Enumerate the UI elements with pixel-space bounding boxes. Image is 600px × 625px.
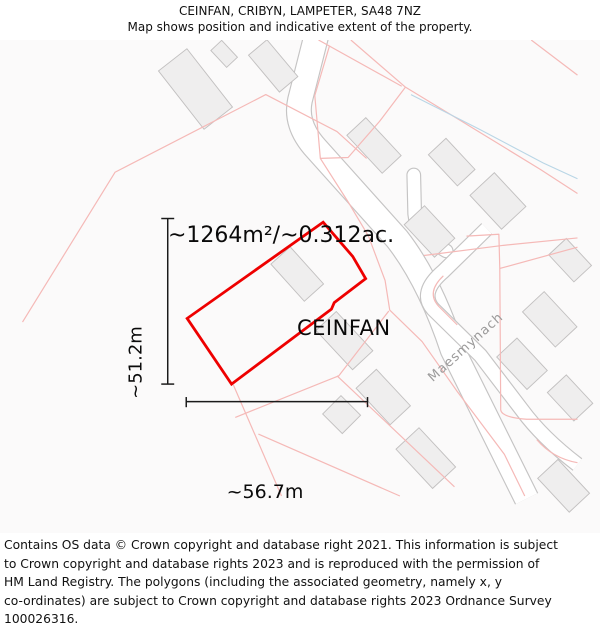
building — [346, 117, 402, 174]
width-label: ~56.7m — [226, 481, 304, 503]
building — [427, 137, 476, 187]
map-canvas — [0, 40, 600, 533]
building — [469, 172, 527, 230]
page-title: CEINFAN, CRIBYN, LAMPETER, SA48 7NZ — [178, 4, 422, 18]
road-maesmynach — [419, 223, 583, 471]
copyright-footer: Contains OS data © Crown copyright and d… — [4, 538, 558, 625]
building — [537, 458, 591, 513]
property-name-label: CEINFAN — [297, 316, 391, 340]
page-subtitle: Map shows position and indicative extent… — [127, 20, 473, 34]
building — [355, 368, 412, 426]
building — [270, 246, 325, 302]
building — [403, 205, 456, 258]
depth-label: ~51.2m — [125, 326, 147, 399]
property-outline — [185, 220, 368, 387]
header: CEINFAN, CRIBYN, LAMPETER, SA48 7NZ Map … — [0, 3, 600, 35]
map-graphics — [22, 40, 594, 533]
building — [546, 374, 594, 422]
stream-line — [410, 94, 578, 180]
width-dimension-line — [185, 397, 369, 408]
depth-dimension-line — [161, 217, 175, 385]
building — [521, 291, 578, 348]
building — [496, 337, 548, 391]
area-label: ~1264m²/~0.312ac. — [168, 223, 395, 248]
building — [210, 40, 239, 69]
building — [322, 394, 362, 435]
building — [247, 40, 299, 93]
building — [548, 237, 593, 283]
building — [315, 310, 374, 371]
parcel-lines — [22, 40, 578, 497]
building — [157, 48, 234, 130]
